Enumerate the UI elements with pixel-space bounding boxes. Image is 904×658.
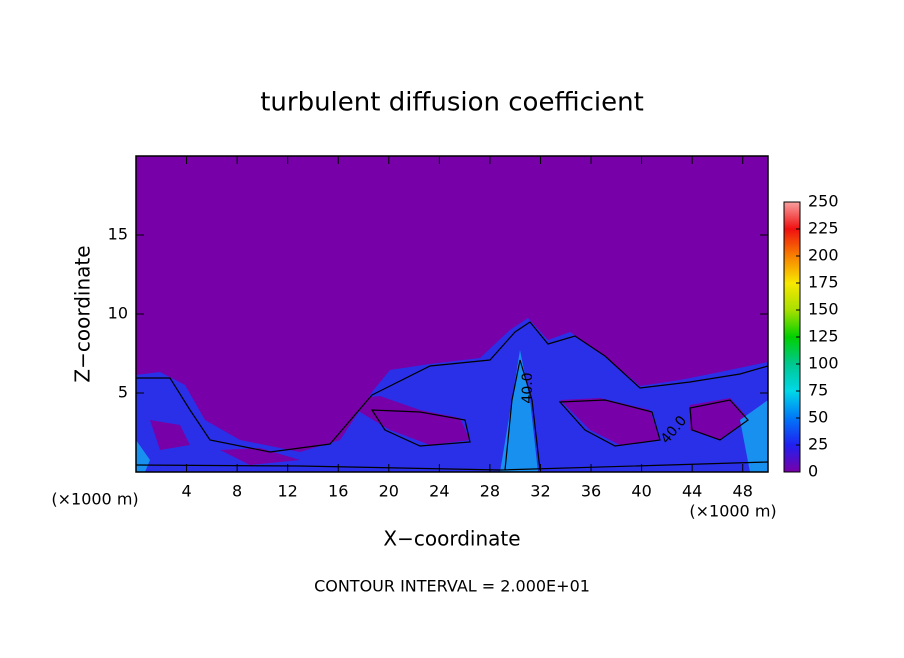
x-axis-label: X−coordinate bbox=[383, 527, 520, 551]
colorbar-tick-label: 225 bbox=[808, 219, 839, 238]
x-tick-label: 40 bbox=[631, 482, 651, 501]
colorbar-tick-label: 250 bbox=[808, 192, 839, 211]
contour-line bbox=[136, 321, 768, 471]
y-tick-label: 15 bbox=[108, 225, 128, 244]
x-tick-label: 32 bbox=[530, 482, 550, 501]
y-tick-label: 10 bbox=[108, 304, 128, 323]
x-unit-label: (×1000 m) bbox=[51, 490, 138, 509]
colorbar-tick-label: 150 bbox=[808, 300, 839, 319]
colorbar-tick-label: 175 bbox=[808, 273, 839, 292]
contour-label: 40.0 bbox=[520, 372, 536, 403]
footer-note: CONTOUR INTERVAL = 2.000E+01 bbox=[314, 577, 590, 596]
x-tick-label: 20 bbox=[379, 482, 399, 501]
x-tick-label: 28 bbox=[480, 482, 500, 501]
x-tick-label: 8 bbox=[232, 482, 242, 501]
y-tick-label: 5 bbox=[118, 383, 128, 402]
colorbar-tick-label: 0 bbox=[808, 462, 818, 481]
colorbar-tick-label: 100 bbox=[808, 354, 839, 373]
x-tick-label: 44 bbox=[682, 482, 702, 501]
colorbar-tick-label: 50 bbox=[808, 408, 828, 427]
x-unit-label: (×1000 m) bbox=[689, 502, 776, 521]
colorbar-tick-label: 75 bbox=[808, 381, 828, 400]
field-region bbox=[150, 396, 750, 465]
colorbar-tick-label: 125 bbox=[808, 327, 839, 346]
colorbar-tick-label: 25 bbox=[808, 435, 828, 454]
x-tick-label: 12 bbox=[278, 482, 298, 501]
colorbar-tick-label: 200 bbox=[808, 246, 839, 265]
y-axis-label: Z−coordinate bbox=[71, 245, 95, 382]
x-tick-label: 24 bbox=[429, 482, 449, 501]
x-tick-label: 48 bbox=[733, 482, 753, 501]
x-tick-label: 16 bbox=[328, 482, 348, 501]
x-tick-label: 4 bbox=[181, 482, 191, 501]
field bbox=[136, 318, 768, 472]
x-tick-label: 36 bbox=[581, 482, 601, 501]
chart-title: turbulent diffusion coefficient bbox=[260, 88, 644, 118]
